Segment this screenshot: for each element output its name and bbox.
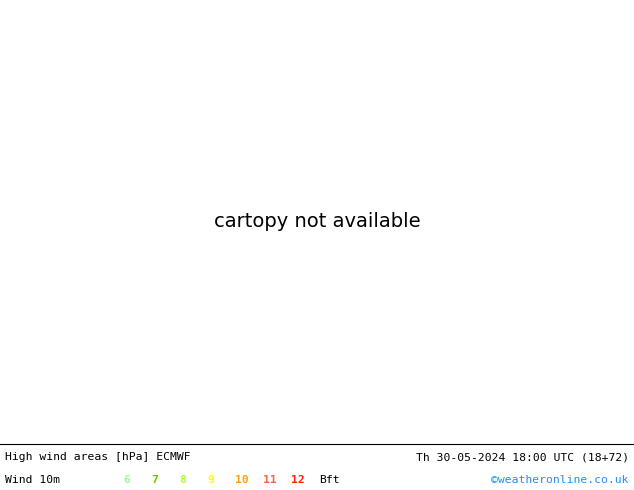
Text: Bft: Bft [319,475,340,485]
Text: ©weatheronline.co.uk: ©weatheronline.co.uk [491,475,629,485]
Text: 7: 7 [152,475,158,485]
Text: cartopy not available: cartopy not available [214,212,420,231]
Text: 8: 8 [179,475,186,485]
Text: 9: 9 [207,475,214,485]
Text: 11: 11 [263,475,277,485]
Text: 6: 6 [124,475,131,485]
Text: Th 30-05-2024 18:00 UTC (18+72): Th 30-05-2024 18:00 UTC (18+72) [416,452,629,463]
Text: High wind areas [hPa] ECMWF: High wind areas [hPa] ECMWF [5,452,191,463]
Text: Wind 10m: Wind 10m [5,475,60,485]
Text: 10: 10 [235,475,249,485]
Text: 12: 12 [291,475,305,485]
